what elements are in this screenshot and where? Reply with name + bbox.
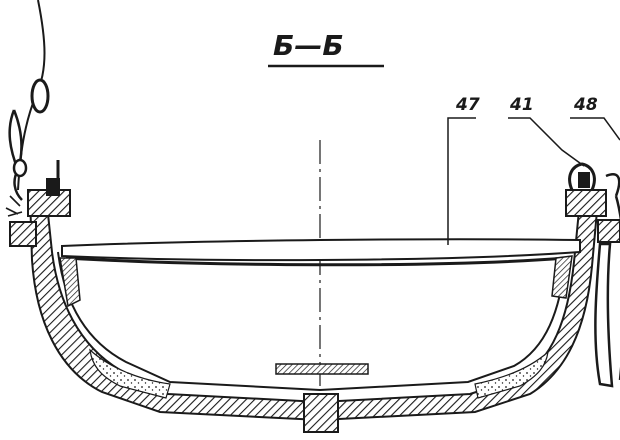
rub-rail-right: [597, 219, 620, 243]
section-title: Б—Б: [273, 29, 344, 62]
stringer-right: [551, 255, 573, 299]
callout-48: 48: [573, 95, 598, 115]
callout-47: 47: [455, 95, 480, 115]
deck-plank: [61, 238, 581, 262]
rope-knot-left: [12, 158, 28, 178]
leader-47: [447, 117, 476, 245]
rub-rail-left: [9, 221, 37, 247]
stringer-left: [59, 257, 81, 308]
bilge-fill-right: [474, 350, 549, 399]
bilge-fill-left: [89, 348, 171, 399]
rope-frays-left: [5, 195, 23, 217]
rope-right: [605, 173, 620, 380]
leader-48: [570, 117, 620, 141]
bolt-left: [46, 178, 60, 196]
keel: [303, 393, 339, 433]
floor-plank: [275, 363, 369, 375]
fender-right: [594, 242, 614, 388]
twisted-rope-left: [8, 109, 23, 201]
bolt-right: [578, 172, 590, 188]
leader-41: [508, 117, 585, 167]
shackle-left: [30, 78, 50, 114]
deck-underline: [65, 256, 567, 267]
callout-41: 41: [509, 95, 534, 115]
gunwale-block-right: [565, 189, 607, 217]
